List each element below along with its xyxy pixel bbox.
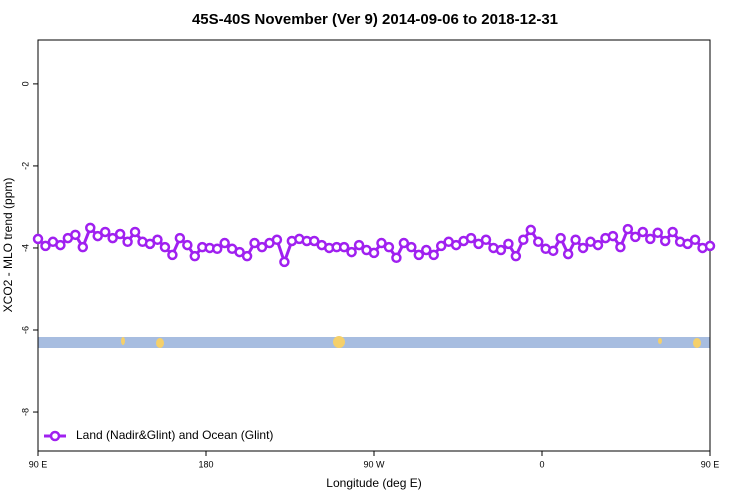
point [622,223,634,235]
legend-label: Land (Nadir&Glint) and Ocean (Glint) [76,428,273,442]
point [480,234,492,246]
point [383,241,395,253]
land-ocean-strip [38,336,710,348]
x-axis-label: Longitude (deg E) [326,476,421,490]
point [525,224,537,236]
point [129,226,141,238]
x-tick-label: 90 E [29,459,48,469]
point [77,241,89,253]
point [473,238,484,250]
point [570,234,581,246]
point [637,226,649,238]
point [592,239,604,251]
point [189,250,201,262]
point [518,234,529,246]
point [667,226,678,238]
point [495,244,507,256]
point [607,230,619,242]
point [398,237,410,249]
point [211,243,223,255]
point [615,241,626,253]
point [421,244,432,256]
point [353,239,365,251]
point [450,239,462,251]
point [114,228,126,240]
y-tick-label: -6 [20,326,30,334]
point [645,233,656,245]
point [376,237,387,249]
point [704,240,716,252]
point [70,229,81,241]
point [652,227,663,239]
point [219,237,230,249]
point [428,249,439,261]
point [368,247,380,259]
point [435,240,447,252]
point [630,231,641,243]
y-tick-label: -2 [20,162,30,170]
point [577,242,589,254]
legend-marker [49,430,61,442]
point [32,233,44,245]
point [547,245,559,257]
point [510,250,522,262]
point [279,256,290,268]
y-tick-label: -8 [20,408,30,416]
point [249,237,260,249]
point [309,235,320,247]
point [99,226,111,238]
point [391,252,402,264]
x-tick-label: 0 [539,459,544,469]
x-tick-label: 180 [198,459,213,469]
point [682,238,693,250]
point [167,249,178,261]
point [107,232,118,244]
point [533,236,544,248]
plot-frame [37,39,711,452]
point [241,250,253,262]
point [122,236,133,248]
point [406,241,417,253]
point [174,232,186,244]
point [256,241,268,253]
point [182,239,193,251]
y-tick-label: -4 [20,244,30,252]
point [144,238,156,250]
point [271,234,283,246]
point [338,241,350,253]
point [55,239,66,251]
point [152,234,163,246]
point [659,235,671,247]
point [234,246,245,258]
y-tick-label: 0 [20,81,30,86]
x-tick-label: 90 E [701,459,720,469]
point [346,246,357,258]
point [92,230,103,242]
point [503,238,514,250]
point [85,222,96,234]
point [562,248,574,260]
point [413,249,425,261]
point [40,240,51,252]
point [465,232,477,244]
y-axis-label: XCO2 - MLO trend (ppm) [1,178,15,313]
x-tick-label: 90 W [363,459,385,469]
point [689,234,701,246]
point [555,232,566,244]
chart-title: 45S-40S November (Ver 9) 2014-09-06 to 2… [192,11,558,28]
point [159,241,171,253]
